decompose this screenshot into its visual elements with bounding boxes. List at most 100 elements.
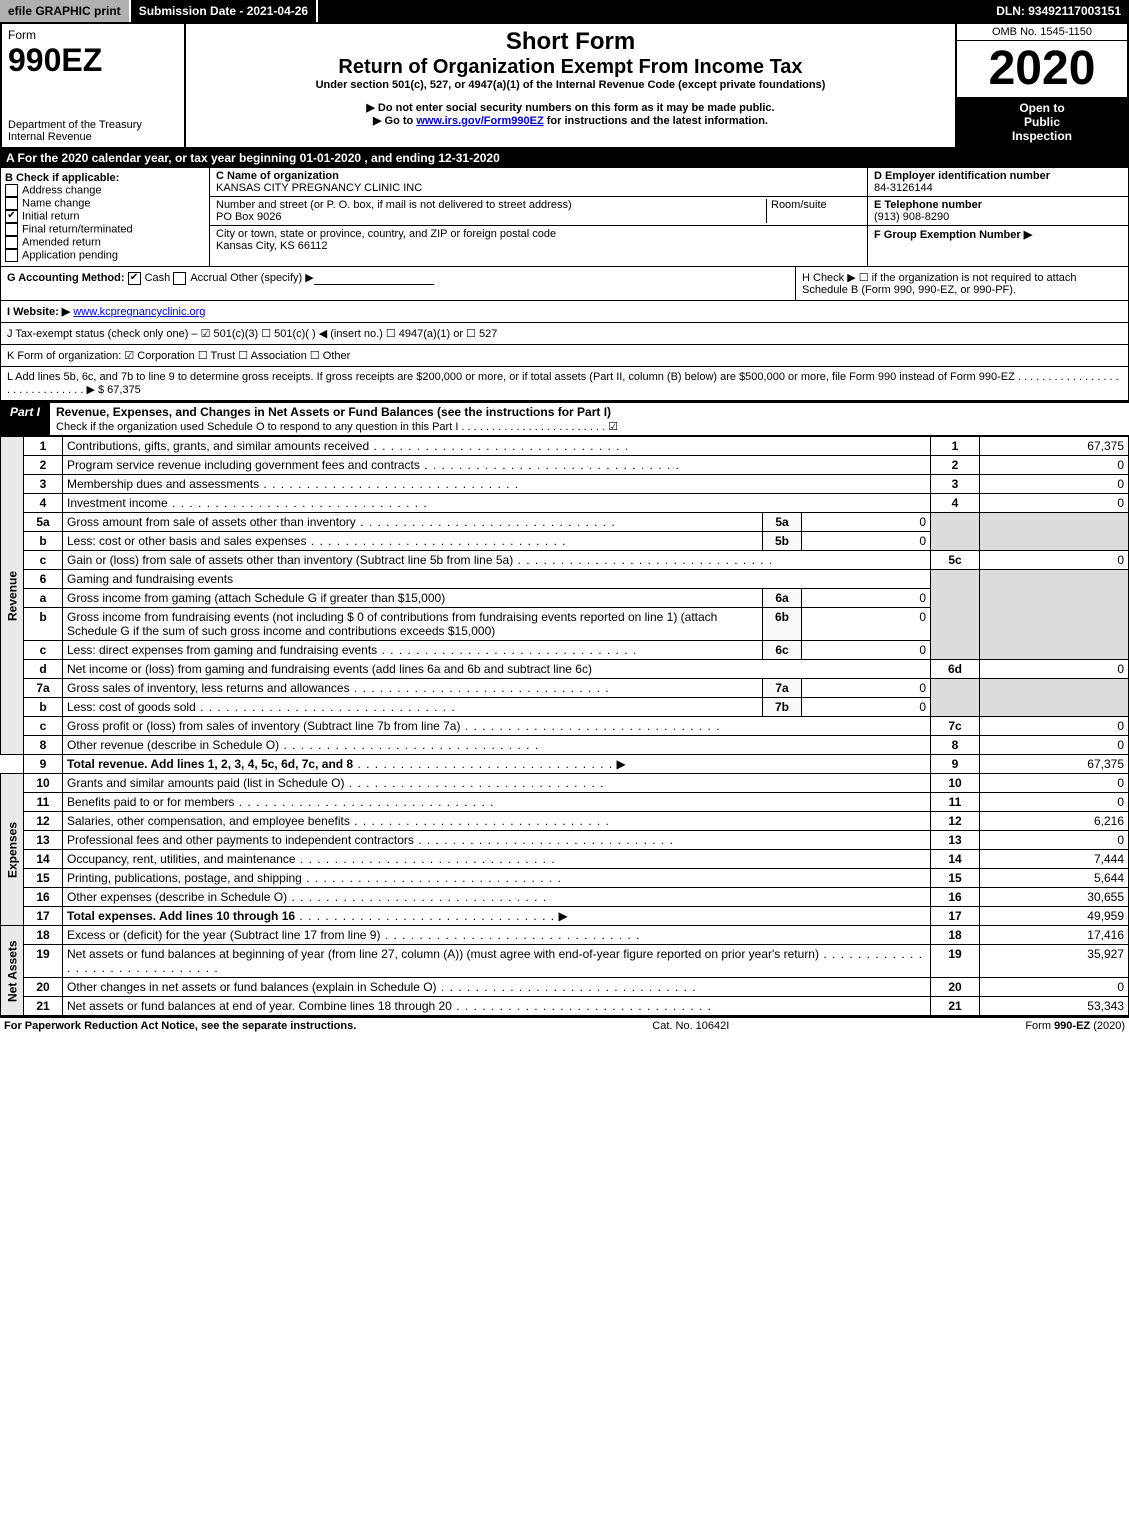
subval-5a: 0 bbox=[802, 513, 931, 532]
footer-mid: Cat. No. 10642I bbox=[652, 1020, 729, 1032]
cb-address-change[interactable] bbox=[5, 184, 18, 197]
cb-initial-return[interactable] bbox=[5, 210, 18, 223]
desc-8: Other revenue (describe in Schedule O) bbox=[67, 738, 539, 752]
i-label: I Website: ▶ bbox=[7, 306, 70, 318]
val-9: 67,375 bbox=[980, 755, 1129, 774]
ln-18: 18 bbox=[24, 926, 63, 945]
subval-6a: 0 bbox=[802, 589, 931, 608]
shade-6 bbox=[931, 570, 980, 660]
part1-header: Part I Revenue, Expenses, and Changes in… bbox=[0, 401, 1129, 436]
section-c: C Name of organization KANSAS CITY PREGN… bbox=[210, 168, 867, 266]
tax-year: 2020 bbox=[957, 41, 1127, 97]
subval-7a: 0 bbox=[802, 679, 931, 698]
note-pre: ▶ Go to bbox=[373, 115, 416, 127]
rn-11: 11 bbox=[931, 793, 980, 812]
cb-name-change[interactable] bbox=[5, 197, 18, 210]
part1-table: Revenue 1 Contributions, gifts, grants, … bbox=[0, 436, 1129, 1016]
sub-5a: 5a bbox=[763, 513, 802, 532]
part1-title-wrap: Revenue, Expenses, and Changes in Net As… bbox=[50, 403, 1129, 435]
part1-tag: Part I bbox=[0, 403, 50, 435]
city-label: City or town, state or province, country… bbox=[216, 228, 556, 240]
val-20: 0 bbox=[980, 978, 1129, 997]
shade-5v bbox=[980, 513, 1129, 551]
rn-17: 17 bbox=[931, 907, 980, 926]
rn-16: 16 bbox=[931, 888, 980, 907]
cb-amended-return[interactable] bbox=[5, 236, 18, 249]
irs-link[interactable]: www.irs.gov/Form990EZ bbox=[416, 115, 543, 127]
ln-19: 19 bbox=[24, 945, 63, 978]
other-input[interactable] bbox=[314, 284, 434, 285]
ln-6: 6 bbox=[24, 570, 63, 589]
desc-3: Membership dues and assessments bbox=[67, 477, 519, 491]
desc-5c: Gain or (loss) from sale of assets other… bbox=[67, 553, 773, 567]
desc-20: Other changes in net assets or fund bala… bbox=[67, 980, 697, 994]
rn-18: 18 bbox=[931, 926, 980, 945]
rn-3: 3 bbox=[931, 475, 980, 494]
lbl-name-change: Name change bbox=[22, 197, 91, 209]
desc-5a: Gross amount from sale of assets other t… bbox=[67, 515, 616, 529]
insp-1: Open to bbox=[961, 101, 1123, 115]
ln-3: 3 bbox=[24, 475, 63, 494]
city-value: Kansas City, KS 66112 bbox=[216, 240, 328, 252]
ln-11: 11 bbox=[24, 793, 63, 812]
ln-7a: 7a bbox=[24, 679, 63, 698]
irs-label: Internal Revenue bbox=[8, 131, 178, 143]
part1-title: Revenue, Expenses, and Changes in Net As… bbox=[56, 405, 611, 419]
desc-7a: Gross sales of inventory, less returns a… bbox=[67, 681, 610, 695]
rn-20: 20 bbox=[931, 978, 980, 997]
dept-treasury: Department of the Treasury bbox=[8, 119, 178, 131]
val-5c: 0 bbox=[980, 551, 1129, 570]
desc-18: Excess or (deficit) for the year (Subtra… bbox=[67, 928, 641, 942]
part1-check: Check if the organization used Schedule … bbox=[56, 421, 618, 433]
section-g: G Accounting Method: Cash Accrual Other … bbox=[1, 267, 795, 300]
side-netassets: Net Assets bbox=[1, 926, 24, 1016]
section-j: J Tax-exempt status (check only one) – ☑… bbox=[1, 323, 1128, 344]
sub-7b: 7b bbox=[763, 698, 802, 717]
ln-6c: c bbox=[24, 641, 63, 660]
val-10: 0 bbox=[980, 774, 1129, 793]
desc-6a: Gross income from gaming (attach Schedul… bbox=[67, 591, 445, 605]
desc-7c: Gross profit or (loss) from sales of inv… bbox=[67, 719, 721, 733]
ln-15: 15 bbox=[24, 869, 63, 888]
rn-2: 2 bbox=[931, 456, 980, 475]
ln-14: 14 bbox=[24, 850, 63, 869]
insp-2: Public bbox=[961, 115, 1123, 129]
desc-4: Investment income bbox=[67, 496, 428, 510]
section-h: H Check ▶ ☐ if the organization is not r… bbox=[795, 267, 1128, 300]
cb-final-return[interactable] bbox=[5, 223, 18, 236]
efile-print[interactable]: efile GRAPHIC print bbox=[0, 0, 131, 22]
val-18: 17,416 bbox=[980, 926, 1129, 945]
ln-21: 21 bbox=[24, 997, 63, 1016]
rn-9: 9 bbox=[931, 755, 980, 774]
cb-application-pending[interactable] bbox=[5, 249, 18, 262]
desc-21: Net assets or fund balances at end of ye… bbox=[67, 999, 712, 1013]
val-16: 30,655 bbox=[980, 888, 1129, 907]
insp-3: Inspection bbox=[961, 129, 1123, 143]
ln-10: 10 bbox=[24, 774, 63, 793]
ln-2: 2 bbox=[24, 456, 63, 475]
ln-13: 13 bbox=[24, 831, 63, 850]
cb-accrual[interactable] bbox=[173, 272, 186, 285]
note-post: for instructions and the latest informat… bbox=[544, 115, 768, 127]
subval-7b: 0 bbox=[802, 698, 931, 717]
rn-8: 8 bbox=[931, 736, 980, 755]
ln-8: 8 bbox=[24, 736, 63, 755]
top-bar: efile GRAPHIC print Submission Date - 20… bbox=[0, 0, 1129, 22]
rn-10: 10 bbox=[931, 774, 980, 793]
val-6d: 0 bbox=[980, 660, 1129, 679]
desc-11: Benefits paid to or for members bbox=[67, 795, 494, 809]
ln-5a: 5a bbox=[24, 513, 63, 532]
note-ssn: ▶ Do not enter social security numbers o… bbox=[192, 101, 949, 114]
cb-cash[interactable] bbox=[128, 272, 141, 285]
lbl-cash: Cash bbox=[145, 272, 171, 284]
val-11: 0 bbox=[980, 793, 1129, 812]
desc-6c: Less: direct expenses from gaming and fu… bbox=[67, 643, 637, 657]
website-link[interactable]: www.kcpregnancyclinic.org bbox=[73, 306, 205, 318]
val-17: 49,959 bbox=[980, 907, 1129, 926]
rn-19: 19 bbox=[931, 945, 980, 978]
ein-value: 84-3126144 bbox=[874, 182, 933, 194]
lbl-application-pending: Application pending bbox=[22, 249, 118, 261]
l-amount: $ 67,375 bbox=[98, 384, 141, 396]
desc-10: Grants and similar amounts paid (list in… bbox=[67, 776, 605, 790]
side-expenses: Expenses bbox=[1, 774, 24, 926]
